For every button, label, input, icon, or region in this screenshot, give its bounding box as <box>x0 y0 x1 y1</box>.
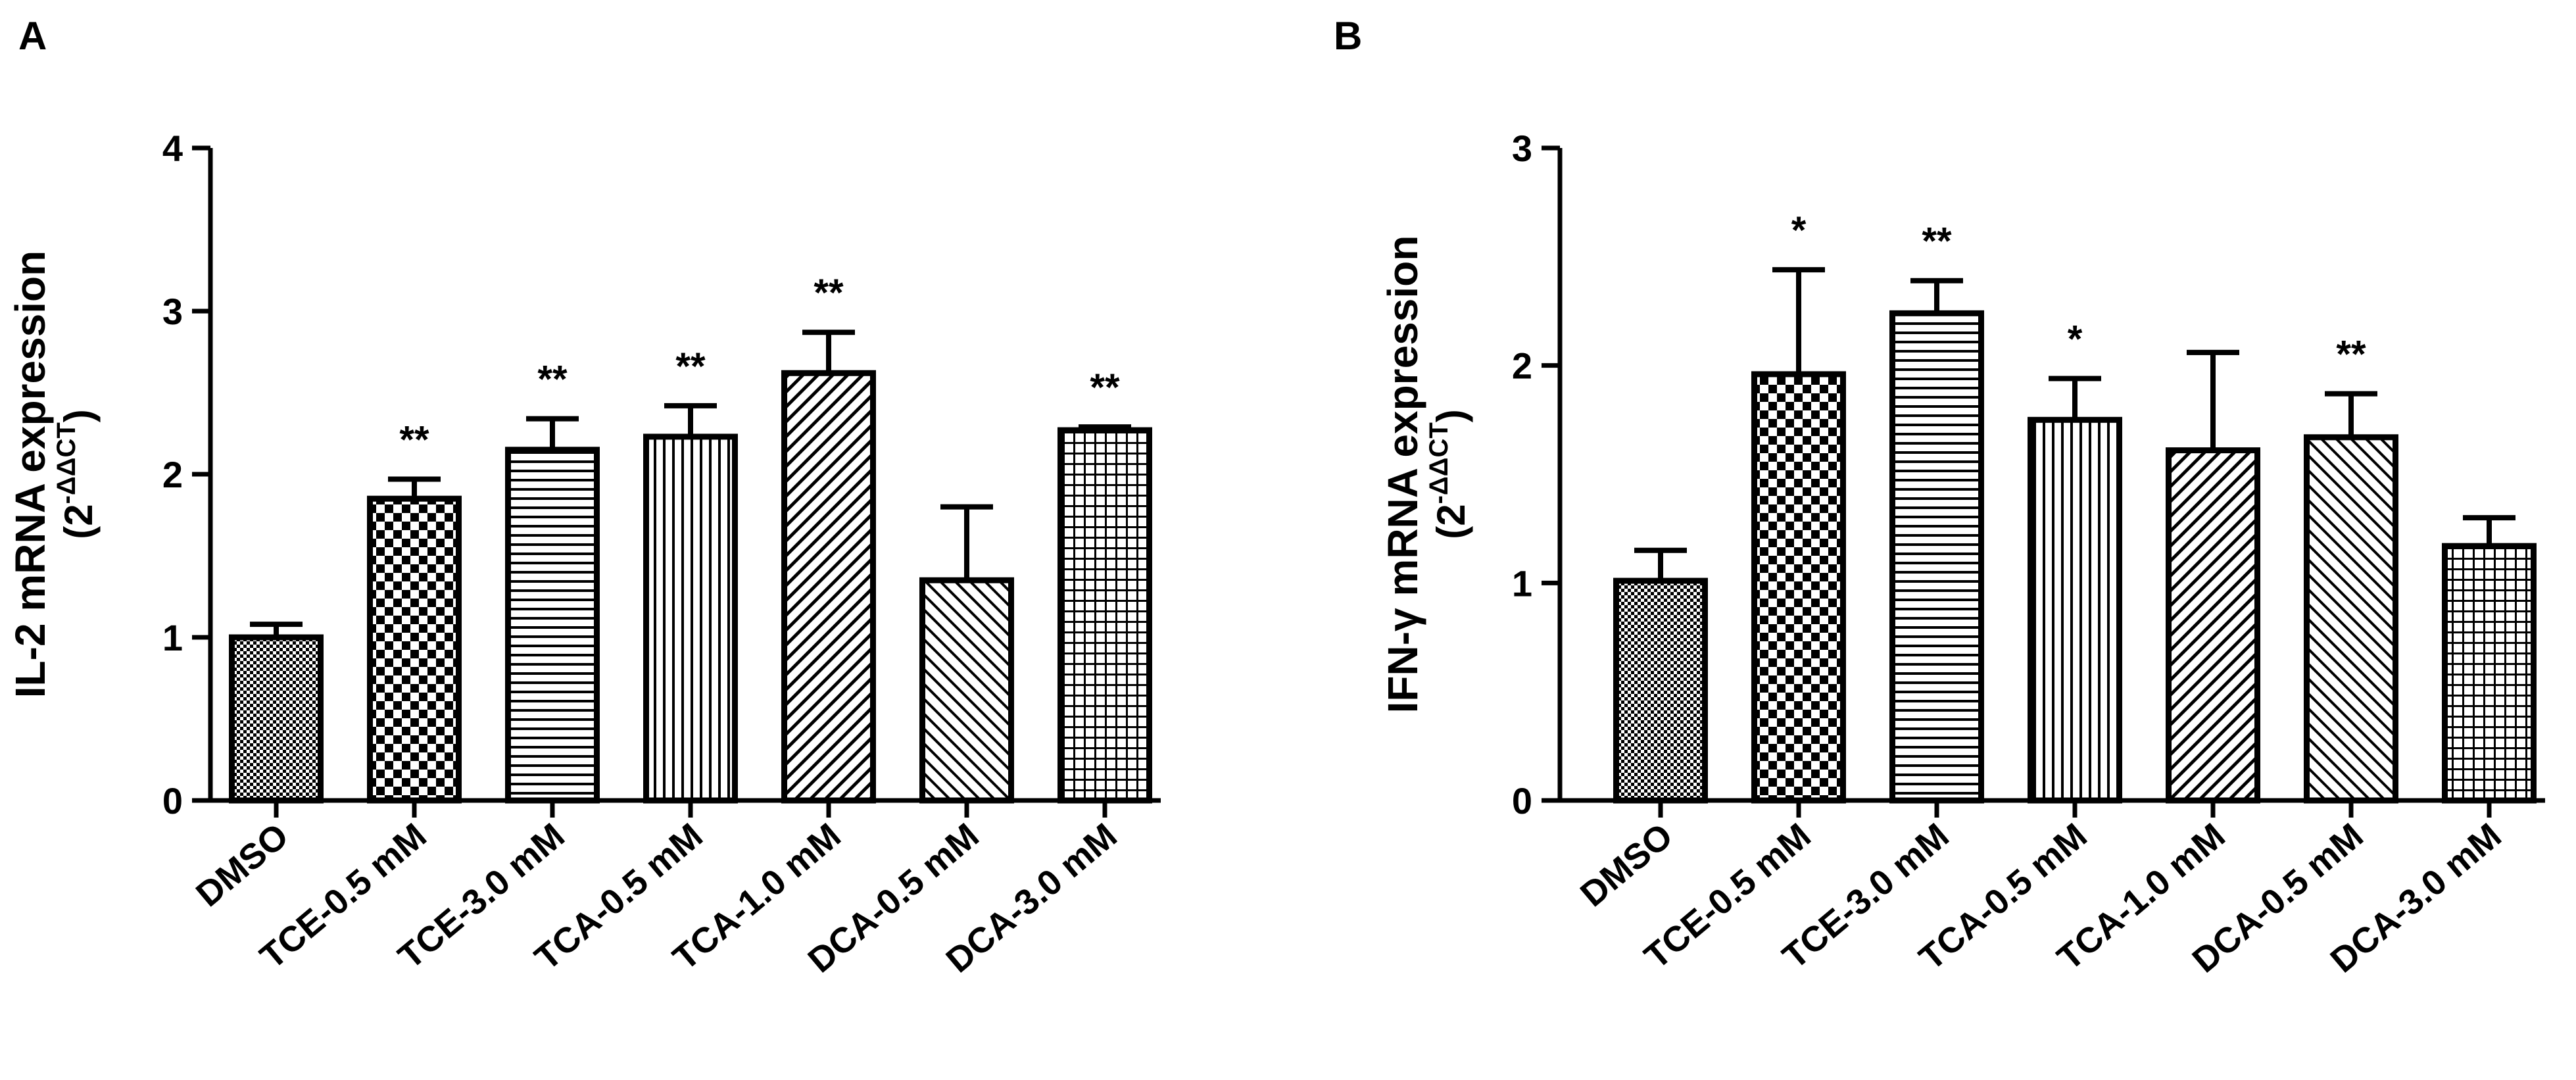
panel-label: A <box>18 14 47 58</box>
bar <box>781 370 876 804</box>
bar <box>2028 416 2122 804</box>
y-tick-label: 2 <box>162 454 183 495</box>
panel-label: B <box>1334 14 1362 58</box>
bar <box>367 495 462 804</box>
y-tick-label: 1 <box>1512 562 1532 604</box>
y-tick-label: 2 <box>1512 345 1532 387</box>
y-tick-label: 1 <box>162 617 183 658</box>
significance-marker: * <box>2068 318 2083 361</box>
significance-marker: ** <box>675 345 706 388</box>
significance-marker: ** <box>814 272 844 314</box>
y-tick-label: 0 <box>1512 780 1532 822</box>
bar <box>2304 434 2398 804</box>
bar <box>643 433 738 804</box>
bar <box>2166 447 2260 804</box>
y-tick-label: 3 <box>162 291 183 332</box>
bar <box>1751 371 1846 804</box>
bar <box>2442 543 2537 804</box>
x-tick-label: DMSO <box>1573 816 1680 914</box>
y-axis-unit: (2-ΔΔCT) <box>1424 409 1473 539</box>
x-tick-label: DMSO <box>189 816 296 914</box>
y-axis-unit: (2-ΔΔCT) <box>52 409 101 539</box>
y-axis-title: IFN-γ mRNA expression <box>1379 235 1426 714</box>
bar <box>1889 310 1984 804</box>
panel-a-chart: A 0 1 2 3 4 IL-2 mRNA expression (2-ΔΔCT) DMSO **… <box>7 14 1161 981</box>
significance-marker: ** <box>1090 366 1120 409</box>
significance-marker: ** <box>2336 333 2366 376</box>
y-axis-title: IL-2 mRNA expression <box>7 251 54 698</box>
bar <box>1057 427 1152 804</box>
y-tick-label: 3 <box>1512 128 1532 169</box>
bar <box>505 447 600 804</box>
significance-marker: ** <box>537 358 568 401</box>
bar <box>919 577 1014 804</box>
significance-marker: * <box>1791 209 1807 252</box>
significance-marker: ** <box>1922 220 1952 263</box>
y-tick-label: 0 <box>162 780 183 822</box>
bar <box>1613 577 1708 804</box>
y-tick-label: 4 <box>162 128 183 169</box>
significance-marker: ** <box>399 418 429 461</box>
bar <box>229 634 324 804</box>
